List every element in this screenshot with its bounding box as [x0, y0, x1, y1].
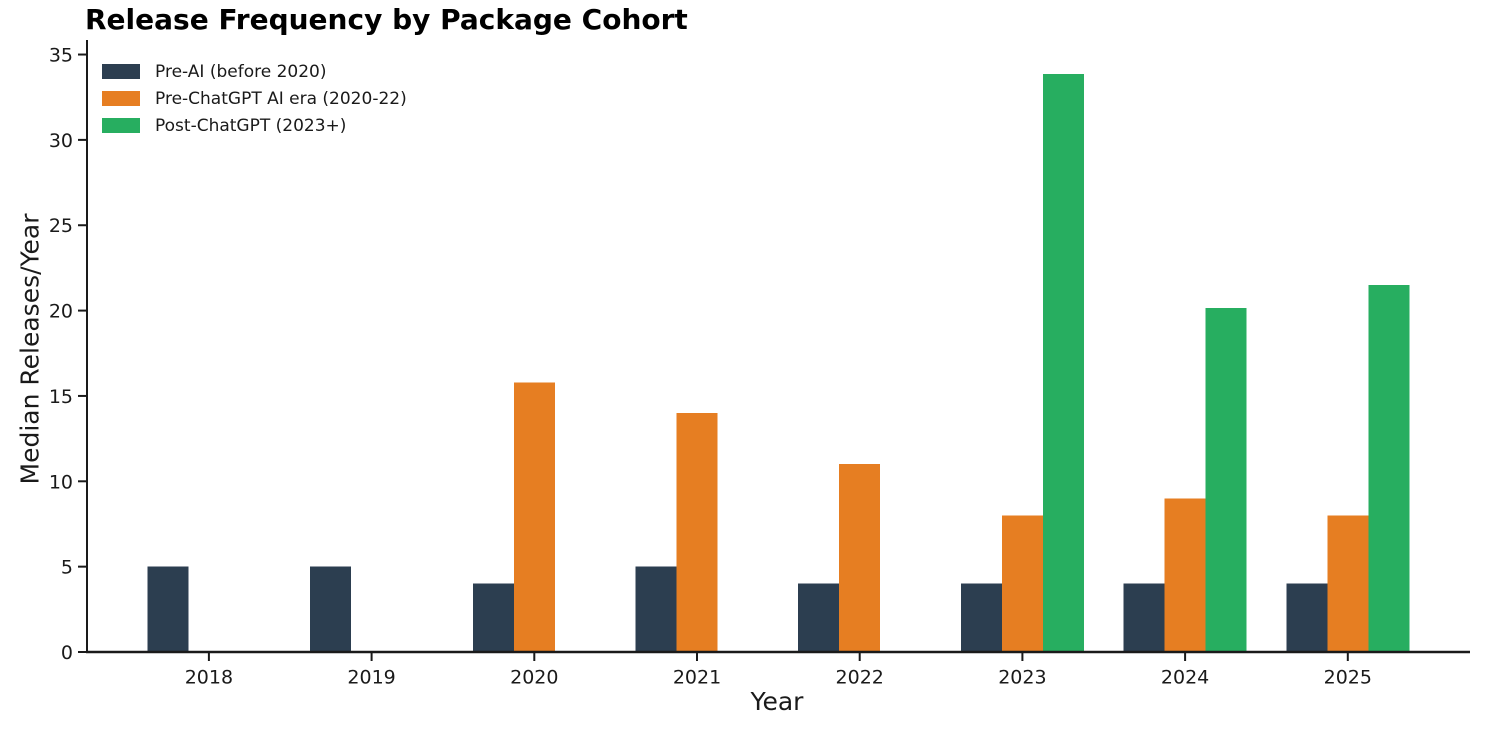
- legend-item-0: Pre-AI (before 2020): [102, 60, 407, 83]
- legend-swatch-0: [102, 64, 140, 79]
- x-tick-label: 2022: [836, 667, 884, 689]
- bar-2023-series0: [960, 583, 1002, 652]
- bar-2025-series2: [1368, 285, 1410, 652]
- bar-2020-series1: [513, 382, 555, 652]
- x-tick-label: 2018: [185, 667, 233, 689]
- y-tick-label: 0: [61, 642, 73, 664]
- bar-2020-series0: [472, 583, 514, 652]
- bar-2024-series2: [1205, 308, 1247, 652]
- chart-title: Release Frequency by Package Cohort: [85, 3, 688, 36]
- bar-2022-series0: [798, 583, 840, 652]
- bar-2021-series0: [635, 566, 677, 652]
- y-tick-label: 10: [49, 471, 73, 493]
- y-axis-label: Median Releases/Year: [15, 213, 45, 485]
- legend-swatch-2: [102, 118, 140, 133]
- bar-2024-series0: [1123, 583, 1165, 652]
- x-tick-label: 2023: [998, 667, 1046, 689]
- bar-2022-series1: [839, 464, 881, 652]
- bar-2021-series1: [676, 413, 718, 652]
- legend-label-0: Pre-AI (before 2020): [155, 61, 327, 82]
- bar-2018-series0: [147, 566, 189, 652]
- bar-2019-series0: [310, 566, 352, 652]
- legend-label-1: Pre-ChatGPT AI era (2020-22): [155, 88, 407, 109]
- y-tick-label: 15: [49, 386, 73, 408]
- bar-2023-series2: [1042, 74, 1084, 652]
- x-tick-label: 2020: [510, 667, 558, 689]
- bar-2025-series1: [1327, 515, 1369, 652]
- x-tick-label: 2024: [1161, 667, 1209, 689]
- y-tick-label: 20: [49, 301, 73, 323]
- legend-label-2: Post-ChatGPT (2023+): [155, 115, 347, 136]
- x-axis-label: Year: [750, 687, 804, 716]
- x-tick-label: 2021: [673, 667, 721, 689]
- bar-2023-series1: [1001, 515, 1043, 652]
- x-tick-label: 2019: [347, 667, 395, 689]
- legend-swatch-1: [102, 91, 140, 106]
- legend-item-1: Pre-ChatGPT AI era (2020-22): [102, 87, 407, 110]
- legend-item-2: Post-ChatGPT (2023+): [102, 114, 407, 137]
- x-tick-label: 2025: [1324, 667, 1372, 689]
- y-tick-label: 30: [49, 130, 73, 152]
- y-tick-label: 5: [61, 557, 73, 579]
- bar-2024-series1: [1164, 498, 1206, 652]
- y-tick-label: 35: [49, 45, 73, 67]
- y-tick-label: 25: [49, 215, 73, 237]
- legend: Pre-AI (before 2020) Pre-ChatGPT AI era (…: [102, 60, 407, 137]
- bar-2025-series0: [1286, 583, 1328, 652]
